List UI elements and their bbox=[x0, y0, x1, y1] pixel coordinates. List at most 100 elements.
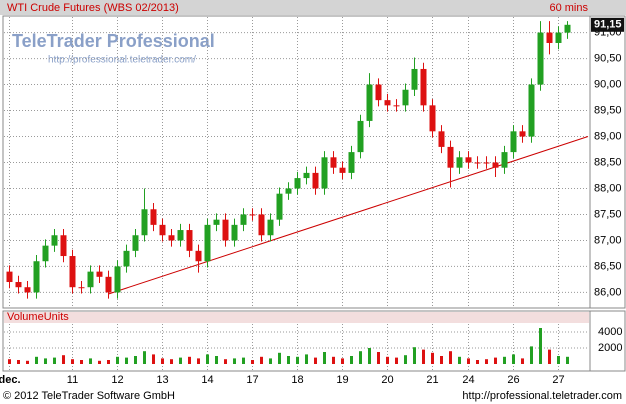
price-axis bbox=[589, 15, 626, 309]
x-tick-label: 26 bbox=[507, 374, 519, 386]
candle-body bbox=[24, 287, 31, 293]
candle-body bbox=[447, 146, 454, 168]
y-tick-label: 88,00 bbox=[594, 182, 622, 194]
volume-bar bbox=[566, 356, 569, 364]
volume-bar bbox=[368, 348, 371, 364]
volume-bar bbox=[224, 359, 227, 364]
x-tick-label: 13 bbox=[156, 374, 168, 386]
volume-bar bbox=[197, 358, 200, 364]
candle-body bbox=[105, 276, 112, 293]
volume-bar bbox=[476, 360, 479, 364]
volume-bar bbox=[35, 356, 38, 364]
volume-bar bbox=[233, 358, 236, 364]
volume-bar bbox=[107, 360, 110, 364]
x-tick-label: 12 bbox=[111, 374, 123, 386]
candle-body bbox=[456, 157, 463, 168]
candle-body bbox=[150, 209, 157, 225]
candle-body bbox=[465, 157, 472, 163]
volume-bar bbox=[440, 356, 443, 364]
candle-body bbox=[204, 224, 211, 262]
volume-bar bbox=[8, 359, 11, 364]
volume-bar bbox=[17, 360, 20, 364]
y-tick-label: 86,00 bbox=[594, 286, 622, 298]
volume-bar bbox=[359, 351, 362, 364]
candle-body bbox=[546, 32, 553, 43]
y-tick-label: 88,50 bbox=[594, 156, 622, 168]
volume-bar bbox=[395, 357, 398, 364]
volume-bar bbox=[503, 356, 506, 364]
candle-body bbox=[60, 235, 67, 257]
y-tick-label: 2000 bbox=[598, 342, 622, 354]
candle-body bbox=[285, 188, 292, 194]
candle-body bbox=[141, 209, 148, 236]
volume-bar bbox=[350, 356, 353, 364]
candle-body bbox=[411, 68, 418, 90]
x-tick-label: 11 bbox=[67, 374, 78, 386]
candle-body bbox=[132, 235, 139, 251]
candle-body bbox=[339, 167, 346, 173]
y-tick-label: 87,50 bbox=[594, 208, 622, 220]
candle-body bbox=[384, 100, 391, 106]
candle-body bbox=[51, 235, 58, 246]
candle-body bbox=[213, 219, 220, 225]
footer-url: http://professional.teletrader.com bbox=[462, 390, 622, 402]
volume-bar bbox=[386, 356, 389, 364]
volume-bar bbox=[89, 358, 92, 364]
candle-body bbox=[510, 131, 517, 153]
volume-bar bbox=[557, 356, 560, 364]
last-price-label: 91,15 bbox=[594, 19, 622, 31]
candle-body bbox=[123, 250, 130, 267]
candle-body bbox=[159, 224, 166, 236]
volume-bar bbox=[242, 357, 245, 364]
candle-body bbox=[294, 178, 301, 189]
candle-body bbox=[69, 256, 76, 288]
volume-bar bbox=[170, 359, 173, 364]
candle-body bbox=[330, 157, 337, 168]
volume-bar bbox=[296, 356, 299, 364]
volume-bar bbox=[143, 351, 146, 364]
y-tick-label: 90,00 bbox=[594, 78, 622, 90]
volume-bar bbox=[332, 356, 335, 364]
y-tick-label: 4000 bbox=[598, 326, 622, 338]
volume-bar bbox=[44, 358, 47, 364]
footer: © 2012 TeleTrader Software GmbH bbox=[3, 390, 175, 402]
volume-bar bbox=[413, 347, 416, 364]
volume-bar bbox=[422, 349, 425, 364]
volume-bar bbox=[161, 358, 164, 364]
volume-bar bbox=[188, 356, 191, 364]
volume-bar bbox=[116, 356, 119, 364]
candle-body bbox=[222, 219, 229, 241]
volume-bar bbox=[548, 349, 551, 364]
candle-body bbox=[564, 24, 571, 33]
candle-body bbox=[537, 32, 544, 85]
candle-body bbox=[177, 230, 184, 241]
volume-axis bbox=[589, 310, 626, 372]
candle-body bbox=[321, 157, 328, 189]
candle-body bbox=[393, 105, 400, 107]
candle-body bbox=[240, 214, 247, 225]
candle-body bbox=[276, 193, 283, 220]
candle-body bbox=[357, 120, 364, 153]
y-tick-label: 90,50 bbox=[594, 52, 622, 64]
volume-bar bbox=[314, 357, 317, 364]
volume-bar bbox=[323, 352, 326, 364]
candle-body bbox=[42, 245, 49, 262]
volume-bar bbox=[179, 357, 182, 364]
candle-body bbox=[420, 68, 427, 106]
volume-bar bbox=[467, 358, 470, 364]
candle-body bbox=[528, 84, 535, 137]
volume-bar bbox=[521, 358, 524, 364]
candle-body bbox=[312, 172, 319, 189]
volume-bar bbox=[530, 346, 533, 364]
y-tick-label: 89,50 bbox=[594, 104, 622, 116]
volume-bar bbox=[269, 358, 272, 364]
volume-bar bbox=[215, 356, 218, 364]
volume-bar bbox=[53, 357, 56, 364]
y-tick-label: 87,00 bbox=[594, 234, 622, 246]
volume-bar bbox=[431, 352, 434, 364]
candle-body bbox=[168, 235, 175, 241]
y-tick-label: 86,50 bbox=[594, 260, 622, 272]
volume-bar bbox=[71, 359, 74, 364]
volume-bar bbox=[80, 360, 83, 364]
